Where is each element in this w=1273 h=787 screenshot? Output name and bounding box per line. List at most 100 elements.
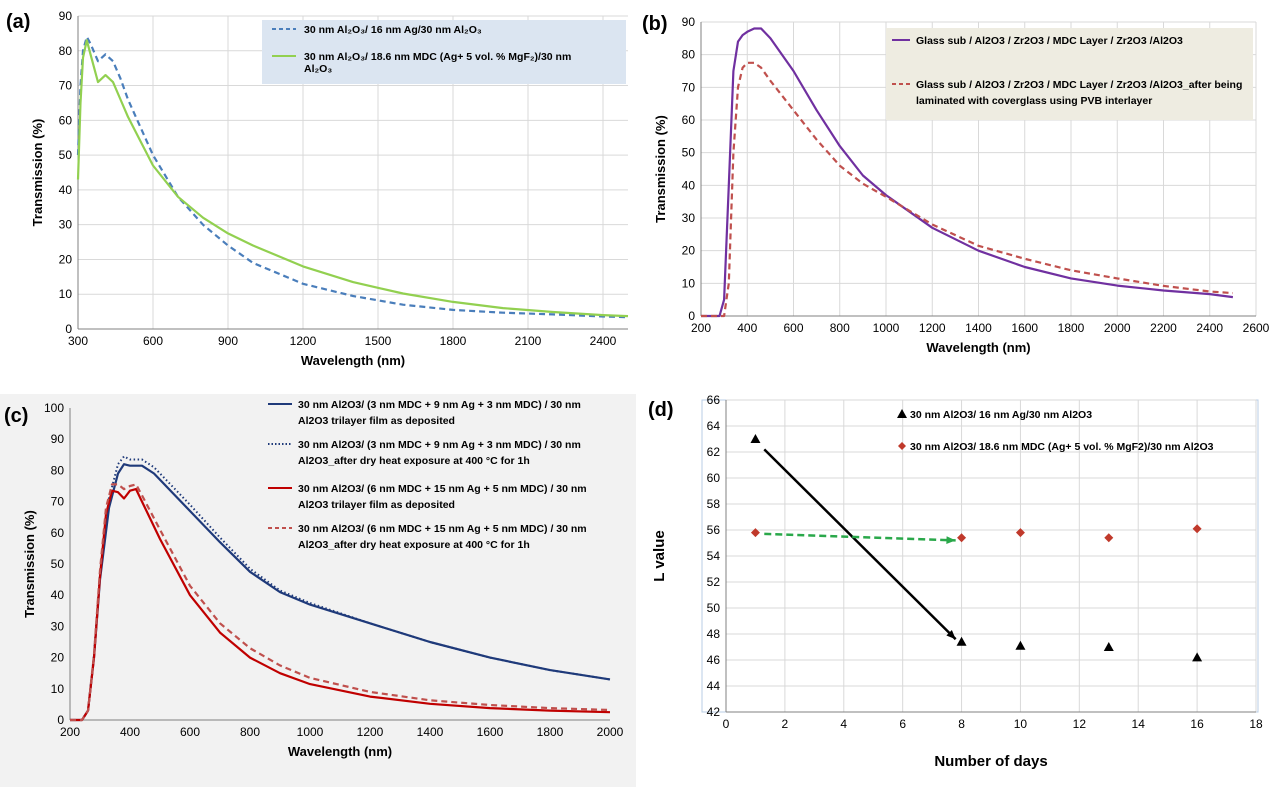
x-tick-label: 400 <box>120 725 140 739</box>
y-axis-title: Transmission (%) <box>30 119 45 227</box>
y-tick-label: 90 <box>59 9 73 23</box>
x-tick-label: 14 <box>1132 717 1146 731</box>
x-tick-label: 1800 <box>440 334 467 348</box>
arrow-head-icon <box>946 629 956 640</box>
y-tick-label: 50 <box>51 557 65 571</box>
chart-panel-c: 0 10 20 30 40 50 60 70 80 90 100 200 400 600 800 1000 12… <box>0 394 636 787</box>
x-tick-label: 1000 <box>297 725 324 739</box>
y-tick-label: 100 <box>44 401 64 415</box>
x-tick-label: 1600 <box>1011 321 1038 335</box>
x-tick-label: 1800 <box>1058 321 1085 335</box>
x-tick-label: 200 <box>60 725 80 739</box>
legend-box <box>262 20 626 84</box>
series-line-4 <box>70 483 611 722</box>
y-tick-label: 48 <box>707 627 721 641</box>
y-tick-label: 80 <box>682 48 696 62</box>
data-point-diamond <box>957 533 967 543</box>
legend-label: 30 nm Al₂O₃/ 16 nm Ag/30 nm Al₂O₃ <box>304 24 482 36</box>
panel-label: (b) <box>642 13 668 35</box>
legend-label: 30 nm Al2O3/ (3 nm MDC + 9 nm Ag + 3 nm … <box>298 399 581 411</box>
legend-swatch <box>897 409 907 418</box>
x-tick-label: 8 <box>958 717 965 731</box>
trend-arrow-2 <box>764 532 956 542</box>
y-tick-label: 30 <box>59 218 73 232</box>
x-tick-label: 1400 <box>417 725 444 739</box>
x-tick-label: 800 <box>240 725 260 739</box>
legend-label: Al₂O₃ <box>304 63 332 75</box>
x-tick-label: 1600 <box>477 725 504 739</box>
x-tick-label: 18 <box>1249 717 1263 731</box>
y-tick-label: 10 <box>51 682 65 696</box>
x-tick-label: 600 <box>783 321 803 335</box>
y-tick-label: 40 <box>682 178 696 192</box>
x-tick-label: 1200 <box>357 725 384 739</box>
y-tick-label: 70 <box>682 80 696 94</box>
y-axis-title: Transmission (%) <box>22 510 37 618</box>
legend-label: Al2O3_after dry heat exposure at 400 °C … <box>298 455 530 467</box>
y-tick-label: 64 <box>707 419 721 433</box>
x-tick-label: 0 <box>723 717 730 731</box>
x-tick-label: 2 <box>782 717 789 731</box>
x-tick-label: 400 <box>737 321 757 335</box>
x-tick-label: 200 <box>691 321 711 335</box>
y-tick-label: 70 <box>59 79 73 93</box>
legend-label: 30 nm Al2O3/ 18.6 nm MDC (Ag+ 5 vol. % M… <box>910 441 1214 453</box>
y-tick-label: 54 <box>707 549 721 563</box>
y-tick-label: 90 <box>51 432 65 446</box>
y-tick-label: 60 <box>682 113 696 127</box>
series-line-1 <box>701 27 1234 318</box>
y-tick-label: 44 <box>707 679 721 693</box>
x-tick-label: 1000 <box>873 321 900 335</box>
x-axis-title: Wavelength (nm) <box>301 353 405 368</box>
x-tick-label: 4 <box>840 717 847 731</box>
x-tick-label: 1400 <box>965 321 992 335</box>
legend-swatch <box>898 442 906 450</box>
y-tick-label: 62 <box>707 445 721 459</box>
y-tick-label: 52 <box>707 575 721 589</box>
y-tick-label: 20 <box>51 651 65 665</box>
data-point-diamond <box>1192 524 1202 534</box>
x-axis-title: Wavelength (nm) <box>288 744 392 759</box>
legend-label: Glass sub / Al2O3 / Zr2O3 / MDC Layer / … <box>916 79 1242 91</box>
series-line-2 <box>701 61 1233 318</box>
y-axis-title: Transmission (%) <box>653 115 668 223</box>
arrow-head-icon <box>946 536 956 544</box>
x-tick-label: 2100 <box>515 334 542 348</box>
x-tick-label: 600 <box>180 725 200 739</box>
legend-box <box>886 28 1253 120</box>
legend-label: Glass sub / Al2O3 / Zr2O3 / MDC Layer / … <box>916 35 1183 47</box>
y-tick-label: 20 <box>59 252 73 266</box>
y-tick-label: 90 <box>682 15 696 29</box>
x-axis-title: Number of days <box>934 753 1047 770</box>
data-point-triangle <box>1192 652 1203 662</box>
y-tick-label: 80 <box>51 463 65 477</box>
y-tick-label: 60 <box>51 526 65 540</box>
y-tick-label: 70 <box>51 495 65 509</box>
x-tick-label: 1200 <box>919 321 946 335</box>
y-tick-label: 42 <box>707 705 721 719</box>
legend-label: 30 nm Al2O3/ (3 nm MDC + 9 nm Ag + 3 nm … <box>298 439 581 451</box>
y-tick-label: 46 <box>707 653 721 667</box>
legend-label: 30 nm Al₂O₃/ 18.6 nm MDC (Ag+ 5 vol. % M… <box>304 51 571 63</box>
data-point-triangle <box>956 636 967 646</box>
y-tick-label: 0 <box>65 322 72 336</box>
data-point-triangle <box>750 434 761 443</box>
y-tick-label: 56 <box>707 523 721 537</box>
y-tick-label: 0 <box>688 309 695 323</box>
y-tick-label: 58 <box>707 497 721 511</box>
legend-label: 30 nm Al2O3/ (6 nm MDC + 15 nm Ag + 5 nm… <box>298 483 587 495</box>
x-axis-title: Wavelength (nm) <box>926 340 1030 355</box>
y-tick-label: 50 <box>707 601 721 615</box>
x-tick-label: 2400 <box>1196 321 1223 335</box>
data-point-triangle <box>1103 642 1114 651</box>
x-tick-label: 300 <box>68 334 88 348</box>
x-tick-label: 16 <box>1190 717 1204 731</box>
x-tick-label: 2600 <box>1243 321 1270 335</box>
data-point-diamond <box>750 528 760 538</box>
panel-label: (c) <box>4 405 28 427</box>
data-point-diamond <box>1104 533 1114 543</box>
legend-label: Al2O3_after dry heat exposure at 400 °C … <box>298 539 530 551</box>
legend-label: 30 nm Al2O3/ (6 nm MDC + 15 nm Ag + 5 nm… <box>298 523 587 535</box>
y-tick-label: 80 <box>59 44 73 58</box>
